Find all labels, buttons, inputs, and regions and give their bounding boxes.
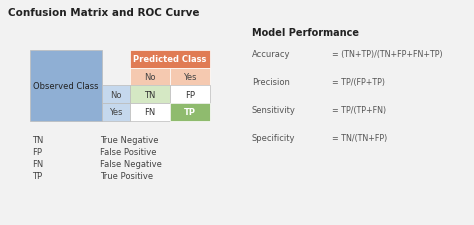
Text: False Negative: False Negative <box>100 159 162 168</box>
Text: = TP/(TP+FN): = TP/(TP+FN) <box>332 106 386 115</box>
Text: FP: FP <box>32 147 42 156</box>
FancyBboxPatch shape <box>130 104 170 122</box>
Text: TP: TP <box>184 108 196 117</box>
Text: Yes: Yes <box>109 108 123 117</box>
FancyBboxPatch shape <box>30 51 102 122</box>
Text: No: No <box>144 73 156 82</box>
Text: True Positive: True Positive <box>100 171 153 180</box>
FancyBboxPatch shape <box>130 51 210 69</box>
Text: False Positive: False Positive <box>100 147 156 156</box>
Text: Confusion Matrix and ROC Curve: Confusion Matrix and ROC Curve <box>8 8 200 18</box>
Text: True Negative: True Negative <box>100 135 158 144</box>
Text: Accuracy: Accuracy <box>252 50 291 59</box>
Text: TN: TN <box>144 90 155 99</box>
FancyBboxPatch shape <box>130 86 170 104</box>
FancyBboxPatch shape <box>170 104 210 122</box>
Text: FN: FN <box>145 108 155 117</box>
Text: Precision: Precision <box>252 78 290 87</box>
Text: Yes: Yes <box>183 73 197 82</box>
FancyBboxPatch shape <box>170 86 210 104</box>
FancyBboxPatch shape <box>170 69 210 86</box>
Text: TN: TN <box>32 135 44 144</box>
Text: Model Performance: Model Performance <box>252 28 359 38</box>
Text: Specificity: Specificity <box>252 133 295 142</box>
FancyBboxPatch shape <box>130 69 170 86</box>
Text: TP: TP <box>32 171 42 180</box>
FancyBboxPatch shape <box>102 104 130 122</box>
Text: FP: FP <box>185 90 195 99</box>
Text: Observed Class: Observed Class <box>33 82 99 91</box>
Text: FN: FN <box>32 159 43 168</box>
Text: = TP/(FP+TP): = TP/(FP+TP) <box>332 78 385 87</box>
Text: Predicted Class: Predicted Class <box>133 55 207 64</box>
Text: = (TN+TP)/(TN+FP+FN+TP): = (TN+TP)/(TN+FP+FN+TP) <box>332 50 443 59</box>
Text: No: No <box>110 90 122 99</box>
Text: Sensitivity: Sensitivity <box>252 106 296 115</box>
Text: = TN/(TN+FP): = TN/(TN+FP) <box>332 133 387 142</box>
FancyBboxPatch shape <box>102 86 130 104</box>
